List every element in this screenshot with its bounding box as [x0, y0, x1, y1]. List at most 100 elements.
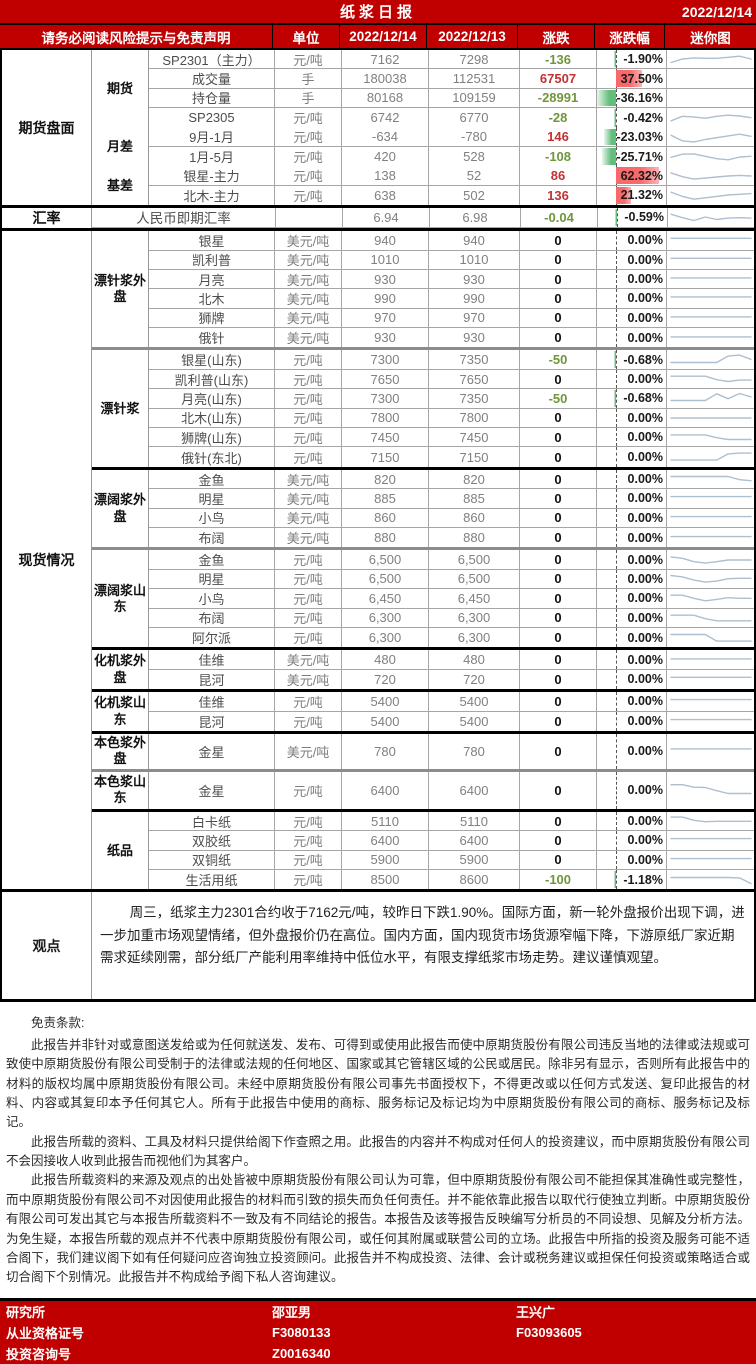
unit-cell: 美元/吨 — [275, 308, 342, 328]
value-cell: 7300 — [342, 389, 429, 408]
unit-cell: 元/吨 — [275, 771, 342, 809]
name-cell: 月亮(山东) — [149, 389, 275, 408]
name-cell: 凯利普(山东) — [149, 369, 275, 389]
group: 基差 银星-主力 元/吨 138 52 86 62.32% 北木-主力 元/吨 638 502 136… — [92, 166, 754, 206]
prev-value-cell: 6400 — [429, 771, 520, 809]
group: 漂针浆 银星(山东) 元/吨 7300 7350 -50 -0.68% 凯利普(山东) 元/吨 7… — [92, 347, 754, 467]
sparkline-chart — [669, 257, 752, 259]
prev-value-cell: 7800 — [429, 408, 520, 428]
data-row: 1月-5月 元/吨 420 528 -108 -25.71% — [149, 146, 754, 167]
sparkline-chart — [669, 574, 752, 583]
unit-cell: 元/吨 — [275, 389, 342, 408]
prev-value-cell: 112531 — [429, 69, 520, 88]
value-cell: 7300 — [342, 350, 429, 369]
pct-cell: -36.16% — [597, 88, 667, 108]
pct-cell: -0.68% — [597, 350, 667, 369]
name-cell: 银星(山东) — [149, 350, 275, 369]
change-cell: 0 — [520, 527, 597, 548]
sparkline-chart — [669, 748, 752, 750]
data-row: 昆河 美元/吨 720 720 0 0.00% — [149, 669, 754, 690]
pct-bar — [614, 109, 616, 127]
name-cell: 狮牌(山东) — [149, 428, 275, 447]
value-cell: 7162 — [342, 50, 429, 69]
name-cell: 小鸟 — [149, 508, 275, 527]
name-cell: SP2301（主力） — [149, 50, 275, 69]
sparkline-chart — [669, 535, 752, 537]
sparkline-chart — [669, 434, 752, 441]
unit-cell: 元/吨 — [275, 627, 342, 648]
section: 现货情况 漂针浆外盘 银星 美元/吨 940 940 0 0.00% 凯利普 美元/吨 1010 10… — [2, 231, 754, 893]
pct-cell: 0.00% — [597, 231, 667, 250]
pct-cell: 0.00% — [597, 428, 667, 447]
group-label: 月差 — [92, 127, 149, 167]
group-rows: 9月-1月 元/吨 -634 -780 146 -23.03% 1月-5月 元/吨 420 528… — [149, 127, 754, 167]
sparkline-chart — [669, 633, 752, 642]
name-cell: 双胶纸 — [149, 831, 275, 850]
sparkline-cell — [667, 50, 754, 69]
name-cell: 银星 — [149, 231, 275, 250]
section-label: 现货情况 — [2, 231, 92, 890]
pct-cell: 0.00% — [597, 669, 667, 690]
footer-row: 研究所 邵亚男 王兴广 — [0, 1301, 756, 1322]
group: 本色浆山东 金星 元/吨 6400 6400 0 0.00% — [92, 768, 754, 809]
pct-cell: 21.32% — [597, 185, 667, 206]
pct-cell: 0.00% — [597, 508, 667, 527]
pct-cell: 0.00% — [597, 369, 667, 389]
sparkline-chart — [669, 417, 752, 419]
sparkline-cell — [667, 870, 754, 890]
pct-cell: 0.00% — [597, 569, 667, 589]
pct-cell: -0.42% — [597, 108, 667, 128]
sparkline-chart — [669, 152, 752, 161]
value-cell: 5400 — [342, 692, 429, 711]
prev-value-cell: 930 — [429, 328, 520, 348]
opinion-row: 观点 周三，纸浆主力2301合约收于7162元/吨，较昨日下跌1.90%。国际方… — [0, 892, 756, 1003]
pct-cell: 0.00% — [597, 650, 667, 669]
pct-cell: 0.00% — [597, 250, 667, 269]
prev-value-cell: 7350 — [429, 389, 520, 408]
prev-value-cell: 5900 — [429, 850, 520, 870]
sparkline-cell — [667, 69, 754, 88]
pct-cell: 0.00% — [597, 811, 667, 831]
sparkline-cell — [667, 428, 754, 447]
change-cell: 0 — [520, 569, 597, 589]
footer-advisory-1: Z0016340 — [272, 1345, 331, 1361]
pct-cell: -1.90% — [597, 50, 667, 69]
change-cell: -0.04 — [521, 208, 598, 227]
name-cell: 小鸟 — [149, 589, 275, 608]
section-label: 期货盘面 — [2, 50, 92, 206]
unit-cell: 元/吨 — [275, 408, 342, 428]
sparkline-cell — [667, 185, 754, 206]
change-cell: 0 — [520, 831, 597, 850]
value-cell: 1010 — [342, 250, 429, 269]
sparkline-cell — [667, 108, 754, 128]
sparkline-cell — [667, 550, 754, 569]
pct-cell: 0.00% — [597, 269, 667, 289]
data-row: 北木-主力 元/吨 638 502 136 21.32% — [149, 185, 754, 206]
pct-cell: 62.32% — [597, 166, 667, 185]
section-rows: 漂针浆外盘 银星 美元/吨 940 940 0 0.00% 凯利普 美元/吨 1010 1010 0 0… — [92, 231, 754, 890]
name-cell: 明星 — [149, 569, 275, 589]
name-cell: 金星 — [149, 771, 275, 809]
sparkline-chart — [669, 876, 752, 884]
sparkline-cell — [667, 166, 754, 185]
section-rows: 期货 SP2301（主力） 元/吨 7162 7298 -136 -1.90% 成交量手 180… — [92, 50, 754, 206]
column-header-row: 请务必阅读风险提示与免责声明 单位 2022/12/14 2022/12/13 … — [0, 25, 756, 50]
unit-cell: 元/吨 — [275, 550, 342, 569]
unit-cell: 元/吨 — [275, 850, 342, 870]
pct-cell: -1.18% — [597, 870, 667, 890]
value-cell: 8500 — [342, 870, 429, 890]
group-rows: 银星-主力 元/吨 138 52 86 62.32% 北木-主力 元/吨 638 502 136 21… — [149, 166, 754, 206]
change-cell: 0 — [520, 589, 597, 608]
pct-cell: 0.00% — [597, 489, 667, 508]
sparkline-chart — [669, 316, 752, 318]
name-cell: 9月-1月 — [149, 127, 275, 146]
unit-cell: 元/吨 — [275, 428, 342, 447]
sparkline-chart — [670, 213, 752, 222]
sparkline-chart — [669, 452, 752, 461]
prev-value-cell: 720 — [429, 669, 520, 690]
change-cell: 0 — [520, 650, 597, 669]
sparkline-cell — [667, 269, 754, 289]
prev-value-cell: 780 — [429, 733, 520, 769]
value-cell: 6,450 — [342, 589, 429, 608]
sparkline-cell — [667, 408, 754, 428]
